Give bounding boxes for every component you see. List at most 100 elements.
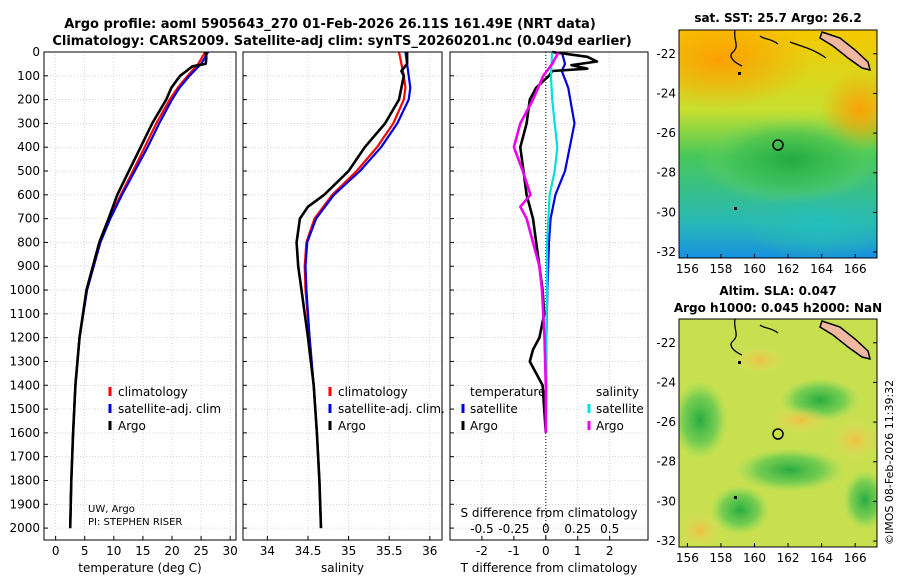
legend-entry: Argo [118, 419, 146, 433]
sla-high-blob-2 [831, 420, 877, 460]
y-tick-label: 100 [17, 69, 40, 83]
map-x-tick-label: 156 [676, 551, 699, 565]
coastline-contour-sla [730, 319, 779, 356]
credit-line-1: UW, Argo [88, 504, 135, 515]
x-tick-label: -1 [508, 544, 520, 558]
series-line-argo [295, 52, 409, 529]
x2-tick-label: -0.25 [498, 522, 529, 536]
credit-line-2: PI: STEPHEN RISER [88, 517, 182, 528]
sla-high-blob-1 [770, 406, 830, 434]
plot-background [44, 52, 236, 540]
sla-low-blob-4 [843, 470, 877, 530]
sst-map-frame [678, 29, 878, 259]
figure-title-line2: Climatology: CARS2009. Satellite-adj cli… [52, 34, 631, 49]
x-tick-label: 0 [542, 544, 550, 558]
x-tick-label: -2 [476, 544, 488, 558]
map-y-tick-label: -26 [656, 415, 676, 429]
reef-dot-south-sla [734, 496, 737, 499]
y-tick-label: 700 [17, 212, 40, 226]
y-tick-label: 1900 [9, 497, 40, 511]
sla-map-panel: Altim. SLA: 0.047 Argo h1000: 0.045 h200… [656, 284, 882, 565]
map-y-tick-label: -30 [656, 205, 676, 219]
map-y-tick-label: -22 [656, 336, 676, 350]
reef-dot-sla [738, 361, 741, 364]
map-y-tick-label: -28 [656, 455, 676, 469]
y-tick-label: 2000 [9, 521, 40, 535]
x2-axis-label: S difference from climatology [461, 506, 638, 520]
x2-tick-label: 0 [542, 522, 550, 536]
y-tick-label: 800 [17, 235, 40, 249]
reef-dot [738, 72, 741, 75]
x-axis-label: salinity [321, 561, 364, 575]
temperature-profile-panel: 0 5 10 15 20 25 300100200300400500600700800900… [9, 45, 237, 575]
y-tick-label: 1500 [9, 402, 40, 416]
argo-location-marker [772, 139, 784, 151]
legend-entry: Argo [338, 419, 366, 433]
series-line-argo [68, 51, 208, 529]
x-tick-label: 1 [574, 544, 582, 558]
legend-entry: satellite-adj. clim [118, 402, 221, 416]
map-y-tick-label: -22 [656, 47, 676, 61]
x-tick-label: 34 [260, 544, 275, 558]
sst-green-region [700, 115, 877, 205]
x-axis-label: T difference from climatology [460, 561, 638, 575]
y-tick-label: 1600 [9, 426, 40, 440]
series-line-s-argo [512, 51, 560, 433]
x-tick-label: 5 [81, 544, 89, 558]
x-tick-label: 20 [164, 544, 179, 558]
legend-title-salinity: salinity [596, 385, 639, 399]
x-tick-label: 35 [341, 544, 356, 558]
sla-map-title-line1: Altim. SLA: 0.047 [719, 284, 836, 298]
y-tick-label: 1100 [9, 307, 40, 321]
map-x-tick-label: 164 [810, 551, 833, 565]
imos-watermark: ©IMOS 08-Feb-2026 11:39:32 [883, 380, 896, 545]
coastline-contour [730, 30, 827, 67]
map-y-tick-label: -24 [656, 86, 676, 100]
map-x-tick-label: 160 [743, 551, 766, 565]
map-x-tick-label: 166 [844, 262, 867, 276]
map-y-tick-label: -28 [656, 166, 676, 180]
sst-warm-region [679, 30, 810, 110]
sla-low-blob-1 [679, 380, 728, 460]
map-x-tick-label: 160 [743, 262, 766, 276]
legend-title-temperature: temperature [470, 385, 545, 399]
map-x-tick-label: 164 [810, 262, 833, 276]
x-tick-label: 10 [106, 544, 121, 558]
sla-low-blob-5 [710, 485, 770, 535]
y-tick-label: 1200 [9, 331, 40, 345]
figure-title-line1: Argo profile: aoml 5905643_270 01-Feb-20… [64, 17, 596, 32]
series-line-s-satellite [544, 51, 559, 433]
y-tick-label: 1000 [9, 283, 40, 297]
argo-location-marker-sla [772, 428, 784, 440]
new-caledonia-land [819, 31, 872, 72]
x-axis-label: temperature (deg C) [78, 561, 201, 575]
map-x-tick-label: 158 [709, 262, 732, 276]
map-x-tick-label: 156 [676, 262, 699, 276]
map-x-tick-label: 166 [844, 551, 867, 565]
sst-cool-region [740, 190, 877, 258]
new-caledonia-land-sla [819, 320, 872, 361]
legend-entry: satellite [596, 402, 644, 416]
x-tick-label: 34.5 [295, 544, 322, 558]
x-tick-label: 0 [52, 544, 60, 558]
x-tick-label: 35.5 [376, 544, 403, 558]
map-y-tick-label: -26 [656, 126, 676, 140]
y-tick-label: 500 [17, 164, 40, 178]
x-tick-label: 15 [135, 544, 150, 558]
x2-tick-label: 0.25 [564, 522, 591, 536]
plot-frame [449, 51, 649, 541]
reef-dot-south [734, 207, 737, 210]
legend-entry: climatology [118, 385, 188, 399]
legend-entry: satellite [470, 402, 518, 416]
sla-map-frame [678, 318, 878, 548]
series-line-t-argo [518, 50, 599, 433]
map-y-tick-label: -32 [656, 534, 676, 548]
x2-tick-label: -0.5 [470, 522, 493, 536]
legend-entry: satellite-adj. clim. [338, 402, 445, 416]
plot-frame [43, 51, 237, 541]
map-y-tick-label: -32 [656, 245, 676, 259]
x-tick-label: 2 [606, 544, 614, 558]
sla-map-title-line2: Argo h1000: 0.045 h2000: NaN [674, 301, 882, 315]
x-tick-label: 30 [223, 544, 238, 558]
